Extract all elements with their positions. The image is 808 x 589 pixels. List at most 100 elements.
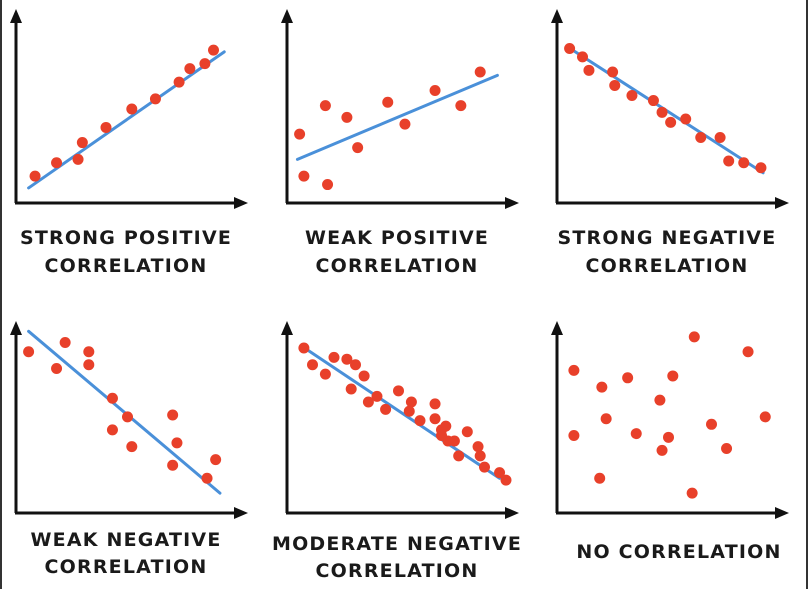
data-point [583,64,595,76]
data-point [210,454,222,466]
data-point [453,450,465,462]
data-point [352,142,364,154]
data-point [399,118,411,130]
data-point [149,93,161,105]
data-point [106,392,118,404]
data-point [479,461,490,473]
data-point [307,359,318,371]
chart-panel-3: STRONG NEGATIVE CORRELATION [551,9,789,277]
chart-title-line: WEAK NEGATIVE [31,529,222,551]
x-axis-arrow-icon [234,197,248,209]
trend-line [300,344,502,480]
x-axis-arrow-icon [505,197,519,209]
data-point [23,346,35,358]
data-point [341,353,353,365]
data-point [429,398,441,410]
data-point [294,128,306,140]
data-point [76,137,88,149]
data-point [656,444,668,456]
data-point [298,170,310,182]
x-axis-arrow-icon [505,507,519,519]
data-point [100,121,112,133]
chart-title-line: STRONG NEGATIVE [558,227,777,249]
data-point [362,396,374,408]
chart-panel-1: STRONG POSITIVE CORRELATION [10,9,248,277]
y-axis-arrow-icon [281,321,293,335]
data-point [345,383,357,395]
chart-title-line: WEAK POSITIVE [305,227,489,249]
chart-title-line: CORRELATION [586,255,749,277]
data-point [322,179,334,191]
data-point [472,441,484,453]
data-point [440,420,452,432]
data-point [755,162,767,174]
data-point [742,346,754,358]
data-point [714,132,726,144]
y-axis-arrow-icon [551,321,563,335]
x-axis-arrow-icon [234,507,248,519]
data-point [429,413,441,425]
data-point [167,409,179,421]
data-point [184,63,196,75]
data-point [494,467,506,479]
x-axis-arrow-icon [775,197,789,209]
data-point [126,103,138,115]
data-point [474,450,486,462]
data-point [654,394,666,406]
y-axis-arrow-icon [551,9,563,23]
data-point [442,435,454,447]
data-point [706,418,717,430]
data-point [596,381,608,393]
y-axis-arrow-icon [281,9,293,23]
data-point [568,429,580,441]
data-point [59,336,71,348]
data-point [167,459,179,471]
data-point [341,111,353,123]
chart-title-line: STRONG POSITIVE [20,227,232,249]
data-point [564,42,576,54]
chart-panel-2: WEAK POSITIVE CORRELATION [281,9,519,277]
data-point [461,426,473,438]
data-point [429,84,441,96]
data-point [319,100,331,112]
data-point [455,100,467,112]
data-point [500,474,512,486]
chart-panel-4: WEAK NEGATIVE CORRELATION [10,321,248,578]
data-point [680,113,692,125]
data-point [199,58,211,70]
data-point [577,51,588,63]
chart-panel-6: NO CORRELATION [551,321,789,563]
data-point [609,79,621,91]
x-axis-arrow-icon [775,507,789,519]
chart-title-line: CORRELATION [45,556,208,578]
data-point [686,487,698,499]
data-point [568,364,580,376]
data-point [380,403,392,415]
data-point [328,351,340,363]
data-point [382,96,394,108]
chart-title-line: CORRELATION [316,255,479,277]
data-point [667,370,679,382]
data-point [600,413,612,425]
data-point [663,431,674,443]
data-point [173,76,185,88]
data-point [171,437,183,449]
data-point [723,155,735,167]
data-point [738,157,750,169]
data-point [688,331,700,343]
data-point [622,372,634,384]
data-point [371,390,383,402]
data-point [208,44,219,56]
data-point [51,363,63,374]
data-point [695,132,707,144]
data-point [630,428,642,440]
data-point [759,411,771,423]
data-point [594,472,606,484]
data-point [665,116,677,128]
data-point [414,415,426,427]
data-point [126,441,138,453]
chart-title-line: MODERATE NEGATIVE [272,533,522,555]
data-point [656,106,668,118]
